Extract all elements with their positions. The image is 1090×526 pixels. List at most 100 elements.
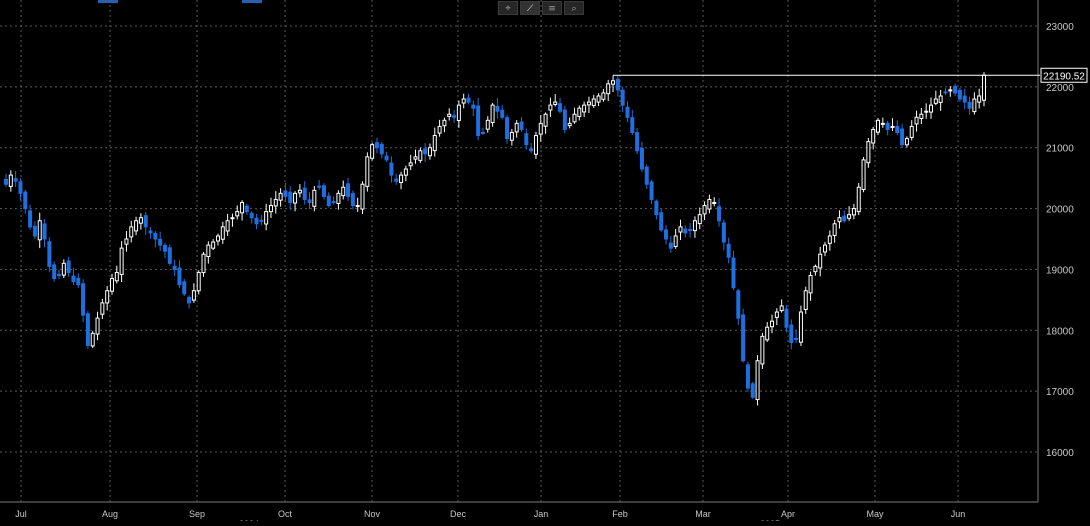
candle-body[interactable] — [957, 89, 962, 100]
candle-body[interactable] — [577, 107, 582, 117]
candle-body[interactable] — [211, 241, 216, 249]
candle-body[interactable] — [938, 95, 943, 103]
candle-body[interactable] — [52, 264, 57, 280]
candle-body[interactable] — [148, 230, 153, 234]
candle-body[interactable] — [736, 290, 741, 319]
candle-body[interactable] — [533, 135, 538, 155]
candle-body[interactable] — [851, 208, 856, 216]
candle-body[interactable] — [943, 91, 948, 94]
candle-body[interactable] — [562, 109, 567, 130]
candle-body[interactable] — [919, 113, 924, 120]
candle-body[interactable] — [365, 156, 370, 187]
candle-body[interactable] — [798, 311, 803, 343]
candle-body[interactable] — [904, 138, 909, 146]
candle-body[interactable] — [548, 104, 553, 111]
candle-body[interactable] — [495, 105, 500, 112]
candle-body[interactable] — [683, 228, 688, 234]
candle-body[interactable] — [143, 215, 148, 228]
candle-body[interactable] — [673, 235, 678, 247]
candle-body[interactable] — [972, 98, 977, 113]
candle-body[interactable] — [162, 244, 167, 252]
candle-body[interactable] — [596, 95, 601, 103]
candle-body[interactable] — [109, 278, 114, 292]
candle-body[interactable] — [230, 217, 235, 220]
candle-body[interactable] — [355, 205, 360, 208]
top-tab-marker[interactable] — [98, 0, 118, 3]
candle-body[interactable] — [630, 117, 635, 134]
candle-body[interactable] — [770, 320, 775, 328]
candle-body[interactable] — [871, 128, 876, 144]
candle-body[interactable] — [500, 109, 505, 118]
candle-body[interactable] — [302, 187, 307, 200]
candle-body[interactable] — [56, 273, 61, 277]
candle-body[interactable] — [196, 271, 201, 292]
candle-body[interactable] — [509, 132, 514, 141]
candle-body[interactable] — [384, 155, 389, 161]
candle-body[interactable] — [712, 201, 717, 204]
candle-body[interactable] — [620, 89, 625, 106]
candle-body[interactable] — [42, 223, 47, 240]
candle-body[interactable] — [191, 290, 196, 301]
candle-body[interactable] — [85, 313, 90, 346]
candle-body[interactable] — [76, 277, 81, 286]
candle-body[interactable] — [866, 141, 871, 164]
candle-body[interactable] — [692, 220, 697, 232]
candle-body[interactable] — [312, 189, 317, 207]
candle-body[interactable] — [297, 189, 302, 194]
candle-body[interactable] — [389, 162, 394, 176]
candle-body[interactable] — [524, 133, 529, 146]
candle-body[interactable] — [336, 192, 341, 204]
candle-body[interactable] — [408, 162, 413, 167]
candle-body[interactable] — [702, 205, 707, 215]
candle-body[interactable] — [124, 238, 129, 245]
candle-body[interactable] — [442, 119, 447, 127]
candle-body[interactable] — [456, 104, 461, 121]
candle-body[interactable] — [538, 122, 543, 135]
candle-body[interactable] — [876, 119, 881, 133]
candle-body[interactable] — [225, 220, 230, 232]
candle-body[interactable] — [625, 106, 630, 118]
candle-body[interactable] — [842, 215, 847, 222]
candle-body[interactable] — [90, 332, 95, 347]
candle-body[interactable] — [572, 113, 577, 123]
candle-body[interactable] — [47, 241, 52, 267]
draw-line-icon[interactable]: ⟋ — [520, 1, 540, 15]
candle-body[interactable] — [13, 178, 18, 182]
candle-body[interactable] — [268, 205, 273, 213]
candle-body[interactable] — [779, 305, 784, 312]
crosshair-icon[interactable]: ⌖ — [498, 1, 518, 15]
candle-body[interactable] — [476, 105, 481, 137]
candle-body[interactable] — [519, 121, 524, 130]
candle-body[interactable] — [346, 183, 351, 197]
candle-body[interactable] — [394, 178, 399, 182]
candle-body[interactable] — [953, 85, 958, 94]
candle-body[interactable] — [485, 119, 490, 130]
candle-body[interactable] — [900, 128, 905, 146]
candle-body[interactable] — [789, 324, 794, 343]
candle-body[interactable] — [856, 186, 861, 213]
candle-body[interactable] — [707, 198, 712, 210]
candle-body[interactable] — [601, 92, 606, 100]
candle-body[interactable] — [206, 244, 211, 258]
candle-body[interactable] — [182, 281, 187, 295]
candle-body[interactable] — [659, 212, 664, 231]
candle-body[interactable] — [61, 262, 66, 276]
candle-body[interactable] — [924, 110, 929, 113]
candle-body[interactable] — [721, 222, 726, 243]
candle-body[interactable] — [360, 183, 365, 210]
candle-body[interactable] — [832, 223, 837, 236]
candle-body[interactable] — [688, 228, 693, 231]
candle-body[interactable] — [452, 115, 457, 118]
candle-body[interactable] — [28, 210, 33, 228]
candle-body[interactable] — [741, 314, 746, 362]
candle-body[interactable] — [639, 147, 644, 170]
candle-body[interactable] — [32, 225, 37, 237]
candle-body[interactable] — [370, 144, 375, 159]
candle-body[interactable] — [808, 275, 813, 294]
candle-body[interactable] — [177, 267, 182, 286]
candle-body[interactable] — [288, 191, 293, 203]
candle-body[interactable] — [678, 226, 683, 233]
candle-body[interactable] — [307, 199, 312, 203]
candle-body[interactable] — [215, 235, 220, 242]
candle-body[interactable] — [254, 217, 259, 225]
